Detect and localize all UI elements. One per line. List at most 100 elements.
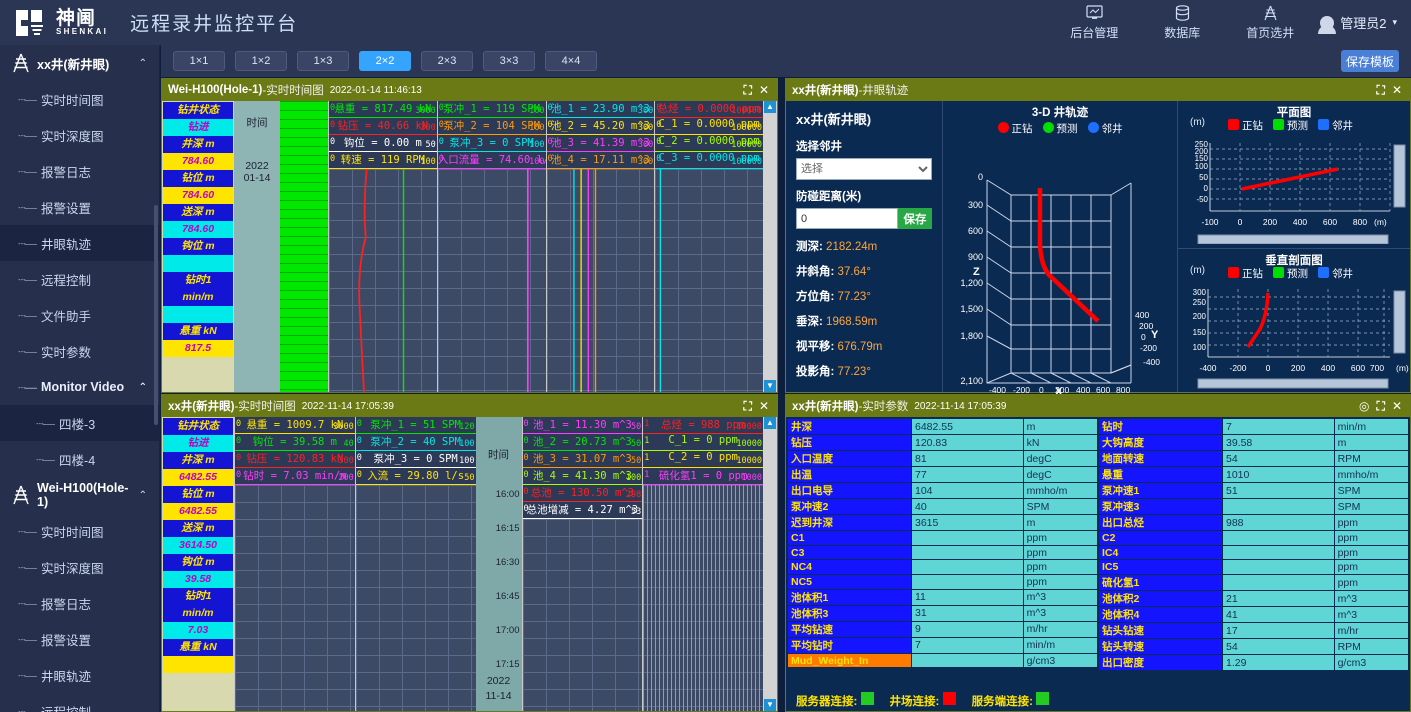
layout-button-4x4[interactable]: 4×4	[545, 51, 597, 71]
table-row[interactable]: IC5 ppm	[1098, 559, 1410, 576]
sidebar-item-1-5[interactable]: ┄— 远程控制	[0, 693, 159, 712]
panel2-scroll-up-icon[interactable]: ▲	[764, 417, 776, 429]
sidebar-item-1-0[interactable]: ┄— 实时时间图	[0, 513, 159, 549]
table-row[interactable]: C1 ppm	[787, 530, 1099, 546]
sidebar-item-0-3[interactable]: ┄— 报警设置	[0, 189, 159, 225]
sidebar-item-1-4[interactable]: ┄— 井眼轨迹	[0, 657, 159, 693]
sidebar-item-0-9[interactable]: ┄— 四楼-3	[0, 405, 159, 441]
table-row[interactable]: 硫化氢1 ppm	[1098, 574, 1410, 592]
user-menu[interactable]: 管理员2 ▾	[1318, 13, 1397, 34]
table-row[interactable]: 池体积3 31 m^3	[787, 604, 1099, 622]
save-distance-button[interactable]: 保存	[898, 208, 932, 229]
layout-button-1x3[interactable]: 1×3	[297, 51, 349, 71]
table-row[interactable]: 泵冲速1 51 SPM	[1098, 482, 1410, 499]
table-row[interactable]: 池体积4 41 m^3	[1098, 606, 1410, 624]
table-row[interactable]: 迟到井深 3615 m	[787, 514, 1099, 531]
table-row[interactable]: 平均钻时 7 min/m	[787, 636, 1099, 654]
table-row[interactable]: Mud_Weight_In g/cm3	[787, 652, 1099, 669]
table-row[interactable]: 钻压 120.83 kN	[787, 434, 1099, 451]
chevron-up-icon[interactable]: ⌃	[138, 489, 147, 501]
sidebar-item-0-8[interactable]: ┄— Monitor Video ⌃	[0, 369, 159, 405]
anticollision-distance-input[interactable]	[796, 208, 898, 229]
sidebar-group-0[interactable]: xx井(新井眼) ⌃	[0, 45, 159, 81]
table-row[interactable]: 平均钻速 9 m/hr	[787, 620, 1099, 638]
panel1-track-2[interactable]: 0 池_1 = 23.90 m^3 300 0 池_2 = 45.20 m^3 300 0 池…	[545, 101, 655, 392]
track-plot[interactable]	[235, 485, 355, 711]
layout-button-1x1[interactable]: 1×1	[173, 51, 225, 71]
table-row[interactable]: C3 ppm	[787, 544, 1099, 561]
chevron-up-icon[interactable]: ⌃	[138, 381, 147, 393]
panel1-track-0[interactable]: 0 悬重 = 817.49 kN 3000 0 钻压 = 40.66 kN 300 0 钩位 …	[328, 101, 437, 392]
panel4-expand-icon[interactable]: ⛶	[1376, 399, 1385, 413]
table-row[interactable]: 钻头转速 54 RPM	[1098, 638, 1410, 656]
table-row[interactable]: 钻时 7 min/m	[1098, 418, 1410, 435]
panel3-expand-icon[interactable]: ⛶	[1376, 83, 1385, 97]
table-row[interactable]: 钻头钻速 17 m/hr	[1098, 622, 1410, 640]
table-row[interactable]: 泵冲速3 SPM	[1098, 498, 1410, 515]
panel1-track-3[interactable]: 0 总烃 = 0.0000 ppm 100000 0 C_1 = 0.0000 ppm 1…	[654, 101, 763, 392]
table-row[interactable]: 大钩高度 39.58 m	[1098, 434, 1410, 451]
table-row[interactable]: 井深 6482.55 m	[787, 418, 1099, 435]
panel2-track-3[interactable]: 1 总烃 = 988 ppm 10000 1 C_1 = 0 ppm 10000 1 C_2 …	[642, 417, 763, 711]
sidebar-item-1-3[interactable]: ┄— 报警设置	[0, 621, 159, 657]
panel2-scroll-down-icon[interactable]: ▼	[764, 699, 776, 711]
panel1-expand-icon[interactable]: ⛶	[743, 83, 752, 97]
panel3-close-icon[interactable]: ✕	[1391, 83, 1402, 97]
track-plot[interactable]	[655, 169, 763, 392]
table-row[interactable]: 出口密度 1.29 g/cm3	[1098, 654, 1410, 672]
table-row[interactable]: 地面转速 54 RPM	[1098, 450, 1410, 467]
sidebar-item-0-0[interactable]: ┄— 实时时间图	[0, 81, 159, 117]
sidebar-item-1-1[interactable]: ┄— 实时深度图	[0, 549, 159, 585]
nav-database[interactable]: 数据库	[1138, 4, 1226, 41]
brand-logo[interactable]: 神阃 SHENKAI	[14, 8, 108, 38]
panel1-scroll-down-icon[interactable]: ▼	[764, 380, 776, 392]
nav-admin[interactable]: 后台管理	[1050, 4, 1138, 41]
panel1-scroll-up-icon[interactable]: ▲	[764, 101, 776, 113]
sidebar-item-0-10[interactable]: ┄— 四楼-4	[0, 441, 159, 477]
panel1-close-icon[interactable]: ✕	[758, 83, 769, 97]
table-row[interactable]: NC5 ppm	[787, 574, 1099, 590]
panel1-track-1[interactable]: 0 泵冲_1 = 119 SPM 100 0 泵冲_2 = 104 SPM 100 0 泵冲_…	[436, 101, 546, 392]
panel1-scrollbar[interactable]: ▲ ▼	[763, 101, 777, 392]
chart-plan-view[interactable]: 平面图 正钻 预测 邻井 (m) 250 200 150 100 50 0	[1178, 101, 1410, 249]
chart-3d-trajectory[interactable]: 3-D 井轨迹 正钻 预测 邻井 0 300 600 900 1	[943, 101, 1178, 395]
chevron-up-icon[interactable]: ⌃	[138, 57, 147, 69]
track-plot[interactable]	[522, 519, 643, 711]
track-plot[interactable]	[643, 485, 763, 711]
sidebar-item-0-5[interactable]: ┄— 远程控制	[0, 261, 159, 297]
table-row[interactable]: 悬重 1010 mmho/m	[1098, 466, 1410, 483]
sidebar-item-0-2[interactable]: ┄— 报警日志	[0, 153, 159, 189]
table-row[interactable]: 池体积2 21 m^3	[1098, 590, 1410, 608]
offset-well-select[interactable]: 选择	[796, 158, 932, 180]
panel2-track-1[interactable]: 0 泵冲_1 = 51 SPM 120 0 泵冲_2 = 40 SPM 100 0 泵冲_3 …	[354, 417, 476, 711]
nav-home-well[interactable]: 首页选井	[1226, 5, 1314, 41]
chart-vertical-section[interactable]: 垂直剖面图 正钻 预测 邻井 (m) 300 250 200 150 1	[1178, 249, 1410, 392]
layout-button-3x3[interactable]: 3×3	[483, 51, 535, 71]
table-row[interactable]: IC4 ppm	[1098, 544, 1410, 561]
panel2-close-icon[interactable]: ✕	[758, 399, 769, 413]
save-template-button[interactable]: 保存模板	[1341, 50, 1399, 72]
sidebar-item-0-1[interactable]: ┄— 实时深度图	[0, 117, 159, 153]
track-plot[interactable]	[329, 169, 437, 392]
sidebar-item-0-7[interactable]: ┄— 实时参数	[0, 333, 159, 369]
table-row[interactable]: 入口温度 81 degC	[787, 450, 1099, 467]
layout-button-2x3[interactable]: 2×3	[421, 51, 473, 71]
layout-button-1x2[interactable]: 1×2	[235, 51, 287, 71]
track-plot[interactable]	[355, 485, 476, 711]
table-row[interactable]: 出口总烃 988 ppm	[1098, 514, 1410, 531]
panel2-track-0[interactable]: 0 悬重 = 1009.7 kN 3000 0 钩位 = 39.58 m 40 0 钻压 = …	[234, 417, 355, 711]
table-row[interactable]: NC4 ppm	[787, 559, 1099, 576]
track-plot[interactable]	[546, 169, 655, 392]
sidebar-item-0-4[interactable]: ┄— 井眼轨迹	[0, 225, 159, 261]
table-row[interactable]: C2 ppm	[1098, 530, 1410, 546]
panel4-gear-icon[interactable]: ◎	[1359, 399, 1370, 413]
table-row[interactable]: 池体积1 11 m^3	[787, 588, 1099, 606]
sidebar-item-0-6[interactable]: ┄— 文件助手	[0, 297, 159, 333]
panel2-expand-icon[interactable]: ⛶	[743, 399, 752, 413]
panel2-track-2[interactable]: 0 池_1 = 11.30 m^3 50 0 池_2 = 20.73 m^3 50 0 池_3…	[521, 417, 643, 711]
table-row[interactable]: 出温 77 degC	[787, 466, 1099, 483]
layout-button-2x2[interactable]: 2×2	[359, 51, 411, 71]
track-plot[interactable]	[437, 169, 546, 392]
sidebar-item-1-2[interactable]: ┄— 报警日志	[0, 585, 159, 621]
panel2-scrollbar[interactable]: ▲ ▼	[763, 417, 777, 711]
